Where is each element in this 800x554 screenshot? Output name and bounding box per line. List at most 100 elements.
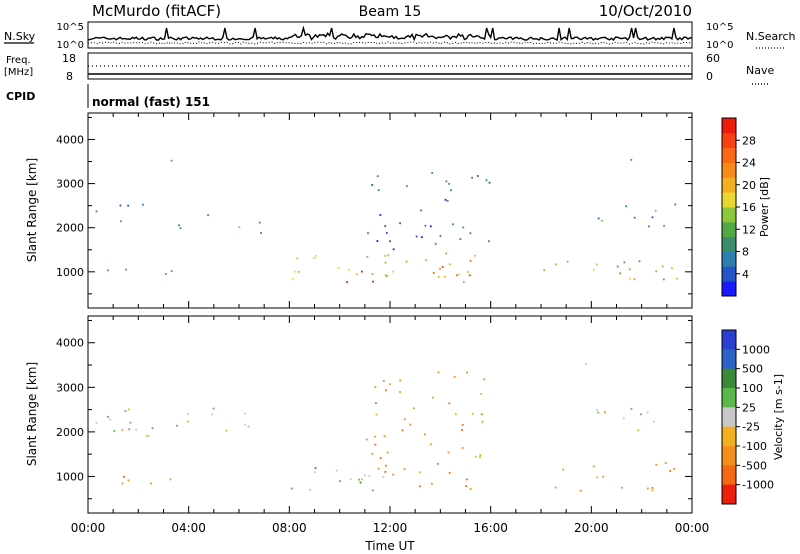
- range-gate-cell: [403, 468, 406, 470]
- range-gate-cell: [602, 475, 605, 478]
- range-gate-cell: [485, 179, 488, 182]
- x-axis-title: Time UT: [364, 539, 415, 553]
- range-gate-cell: [384, 254, 387, 257]
- colorbar-swatch: [722, 465, 736, 486]
- range-gate-cell: [384, 471, 387, 473]
- colorbar-swatch: [722, 177, 736, 193]
- range-gate-cell: [244, 423, 246, 426]
- range-gate-cell: [164, 273, 167, 275]
- range-gate-cell: [462, 281, 465, 283]
- range-gate-cell: [431, 172, 434, 174]
- range-gate-cell: [374, 386, 377, 388]
- colorbar-swatch: [722, 221, 736, 238]
- range-gate-cell: [355, 273, 358, 275]
- range-gate-cell: [207, 214, 209, 216]
- range-gate-cell: [129, 421, 132, 424]
- y-tick-label: 2000: [56, 426, 84, 439]
- range-gate-cell: [238, 226, 241, 229]
- range-gate-cell: [389, 240, 391, 243]
- range-gate-cell: [385, 464, 387, 467]
- nsky-tick-bottom: 10^0: [57, 40, 84, 51]
- x-tick-label: 00:00: [71, 521, 106, 535]
- range-gate-cell: [377, 189, 380, 191]
- colorbar-swatch: [722, 266, 736, 282]
- range-gate-cell: [469, 488, 472, 490]
- range-gate-cell: [119, 204, 122, 207]
- range-gate-cell: [170, 270, 173, 272]
- range-gate-cell: [260, 232, 262, 234]
- range-gate-cell: [176, 424, 178, 427]
- velocity-axes: 1000 2000 3000 4000: [56, 316, 693, 513]
- colorbar-tick-label: 1000: [742, 343, 770, 356]
- range-gate-cell: [429, 443, 432, 446]
- colorbar-swatch: [722, 426, 736, 447]
- range-gate-cell: [145, 435, 148, 437]
- range-gate-cell: [603, 410, 606, 413]
- range-gate-cell: [405, 260, 408, 263]
- range-gate-cell: [95, 210, 98, 213]
- range-gate-cell: [432, 272, 435, 274]
- velocity-scatter: [95, 363, 676, 492]
- velocity-colorbar: 1000 500 100 25 -25 -100 -500 -1000 Velocity [m…: [721, 329, 785, 505]
- range-gate-cell: [555, 263, 557, 266]
- range-gate-cell: [121, 429, 124, 431]
- range-gate-cell: [107, 269, 109, 272]
- range-gate-cell: [448, 471, 451, 474]
- range-gate-cell: [443, 275, 446, 278]
- range-gate-cell: [461, 424, 464, 426]
- range-gate-cell: [371, 452, 374, 455]
- range-gate-cell: [630, 407, 633, 410]
- range-gate-cell: [446, 200, 449, 202]
- range-gate-cell: [471, 176, 473, 179]
- range-gate-cell: [128, 428, 131, 431]
- range-gate-cell: [95, 422, 98, 424]
- x-tick-label: 12:00: [373, 521, 408, 535]
- range-gate-cell: [123, 475, 125, 478]
- range-gate-cell: [120, 220, 122, 223]
- range-gate-cell: [437, 275, 440, 278]
- range-gate-cell: [374, 435, 377, 438]
- range-gate-cell: [392, 270, 394, 273]
- range-gate-cell: [630, 158, 633, 161]
- range-gate-cell: [135, 428, 138, 431]
- range-gate-cell: [597, 217, 600, 220]
- range-gate-cell: [454, 413, 457, 416]
- colorbar-tick-label: 28: [742, 134, 756, 147]
- y-tick-label: 2000: [56, 222, 84, 235]
- range-gate-cell: [622, 417, 625, 420]
- range-gate-cell: [432, 396, 434, 399]
- range-gate-cell: [596, 408, 598, 411]
- range-gate-cell: [258, 221, 261, 224]
- colorbar-tick-label: -500: [742, 459, 767, 472]
- colorbar-swatch: [722, 484, 736, 505]
- velocity-colorbar-label: Velocity [m s-1]: [772, 374, 785, 460]
- colorbar-tick-label: 16: [742, 201, 756, 214]
- range-gate-cell: [468, 274, 471, 277]
- colorbar-tick-label: 500: [742, 363, 763, 376]
- colorbar-swatch: [722, 192, 736, 208]
- range-gate-cell: [676, 277, 678, 280]
- range-gate-cell: [654, 209, 657, 212]
- range-gate-cell: [655, 270, 658, 273]
- range-gate-cell: [663, 224, 665, 227]
- range-gate-cell: [436, 462, 439, 465]
- range-gate-cell: [376, 240, 379, 242]
- y-tick-label: 1000: [56, 266, 84, 279]
- range-gate-cell: [210, 413, 213, 416]
- range-gate-cell: [625, 205, 627, 208]
- range-gate-cell: [399, 222, 401, 225]
- colorbar-swatch: [722, 251, 736, 267]
- colorbar-swatch: [722, 388, 736, 408]
- power-panel: 1000 2000 3000 4000 Slant Range [km]: [25, 112, 693, 309]
- range-gate-cell: [458, 273, 461, 276]
- colorbar-tick-label: 4: [742, 268, 749, 281]
- range-gate-cell: [420, 209, 422, 212]
- station-title: McMurdo (fitACF): [92, 2, 221, 20]
- range-gate-cell: [459, 238, 462, 240]
- cpid-label: CPID: [6, 90, 35, 103]
- range-gate-cell: [444, 198, 447, 201]
- range-gate-cell: [585, 363, 587, 365]
- range-gate-cell: [399, 391, 401, 393]
- colorbar-swatch: [722, 368, 736, 389]
- range-gate-cell: [339, 480, 341, 483]
